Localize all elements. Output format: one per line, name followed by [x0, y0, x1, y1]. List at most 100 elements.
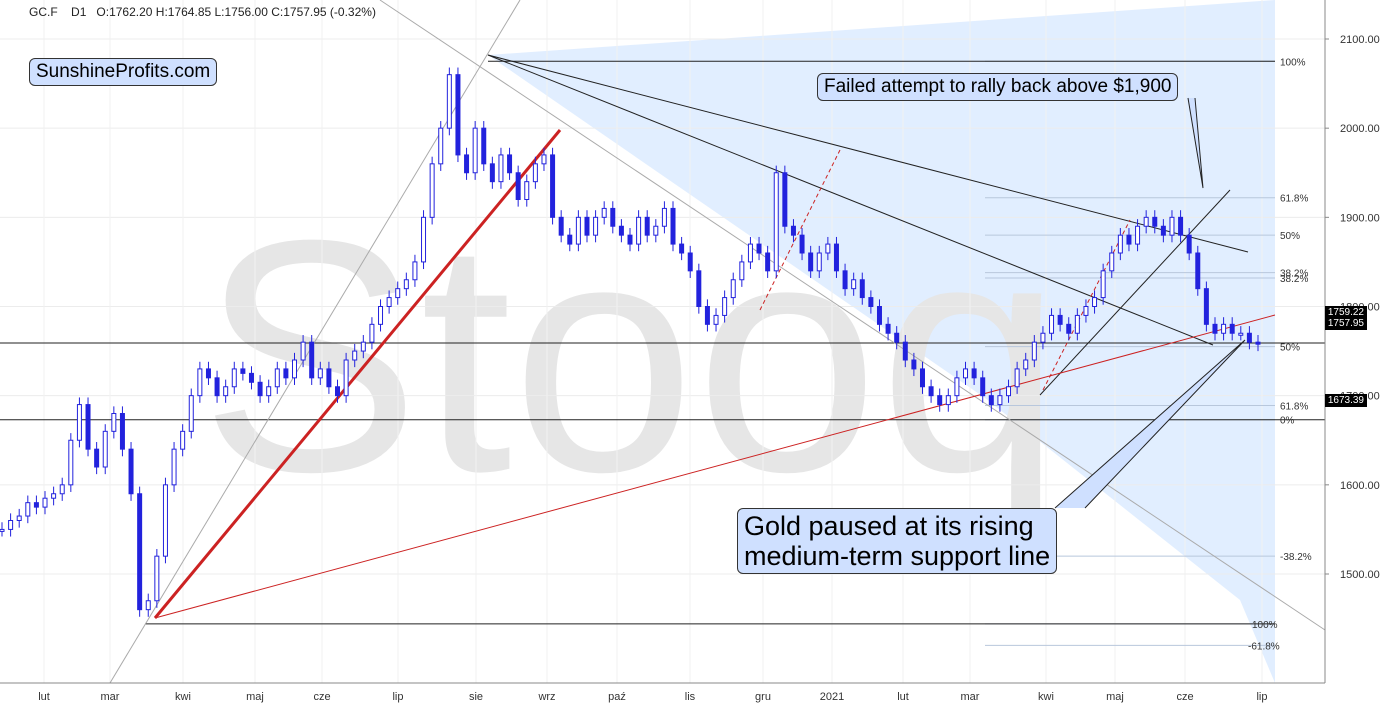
candle-body	[205, 368, 211, 379]
candle-body	[145, 600, 151, 611]
candle-body	[902, 341, 908, 361]
candle-body	[94, 448, 100, 468]
candle-body	[68, 439, 74, 486]
candle-body	[421, 216, 427, 263]
fib-level-label: 100%	[1252, 620, 1278, 631]
candle-body	[808, 252, 814, 272]
candle-body	[51, 493, 57, 499]
candle-body	[954, 377, 960, 397]
candle-body	[825, 243, 831, 254]
candle-body	[575, 216, 581, 245]
dashed-red-line-1	[759, 149, 841, 311]
candle-body	[945, 395, 951, 406]
candle-body	[911, 359, 917, 370]
candle-body	[515, 172, 521, 200]
candle-body	[197, 368, 203, 397]
fib-level-label: 100%	[1280, 57, 1306, 68]
candle-body	[25, 502, 31, 517]
candle-body	[1066, 323, 1072, 334]
candle-body	[274, 368, 280, 388]
x-tick-label: lip	[392, 691, 403, 703]
candle-body	[868, 297, 874, 308]
candle-body	[1135, 225, 1141, 245]
candle-body	[773, 172, 779, 272]
candle-body	[360, 341, 366, 352]
candle-body	[1023, 359, 1029, 370]
candle-body	[696, 270, 702, 308]
candle-body	[1049, 314, 1055, 334]
candle-body	[601, 207, 607, 218]
x-tick-label: cze	[313, 691, 330, 703]
candle-body	[378, 306, 384, 325]
candle-body	[704, 306, 710, 325]
candle-body	[464, 154, 470, 174]
candle-body	[76, 404, 82, 441]
candle-body	[1109, 252, 1115, 272]
candle-body	[997, 395, 1003, 406]
fib-level-label: 50%	[1280, 231, 1300, 242]
candle-body	[223, 386, 229, 397]
candle-body	[1221, 323, 1227, 334]
candle-body	[300, 341, 306, 361]
candle-body	[42, 497, 48, 508]
x-tick-label: lut	[897, 691, 909, 703]
ohlc-header: GC.F D1 O:1762.20 H:1764.85 L:1756.00 C:…	[29, 5, 376, 19]
watermark-text: Stooq	[200, 171, 1062, 542]
descending-gray-line	[379, 0, 1326, 631]
candle-body	[558, 216, 564, 236]
candle-body	[498, 154, 504, 183]
candle-body	[937, 395, 943, 406]
annotation-failed-rally: Failed attempt to rally back above $1,90…	[817, 73, 1179, 101]
candle-body	[343, 359, 349, 397]
candle-body	[248, 372, 254, 383]
candle-body	[593, 216, 599, 236]
x-tick-label: paź	[608, 691, 626, 703]
candle-body	[1057, 314, 1063, 325]
x-tick-label: gru	[755, 691, 771, 703]
candle-body	[1126, 234, 1132, 245]
candle-body	[309, 341, 315, 379]
candle-body	[266, 386, 272, 397]
candle-body	[214, 377, 220, 397]
candle-body	[618, 225, 624, 236]
candle-body	[489, 163, 495, 183]
candle-body	[722, 297, 728, 316]
y-tick-label: 1500.00	[1340, 569, 1380, 581]
x-tick-label: cze	[1176, 691, 1193, 703]
candle-body	[1160, 225, 1166, 236]
candle-body	[119, 413, 125, 450]
candle-body	[988, 395, 994, 406]
x-tick-label: maj	[246, 691, 264, 703]
ohlc-values: O:1762.20 H:1764.85 L:1756.00 C:1757.95 …	[96, 5, 376, 19]
candle-body	[1186, 234, 1192, 254]
candle-body	[180, 430, 186, 450]
candle-body	[636, 216, 642, 245]
candle-body	[928, 386, 934, 397]
candle-body	[782, 172, 788, 227]
candle-body	[747, 243, 753, 263]
candle-body	[429, 163, 435, 218]
candle-body	[885, 323, 891, 334]
annotation-support-line: Gold paused at its rising medium-term su…	[737, 508, 1058, 574]
x-tick-label: lip	[1256, 691, 1267, 703]
x-tick-label: lut	[38, 691, 50, 703]
candle-body	[369, 323, 375, 343]
x-tick-label: kwi	[1038, 691, 1054, 703]
candle-body	[567, 234, 573, 245]
candle-body	[610, 207, 616, 227]
medium-term-support-line	[154, 314, 1276, 619]
candle-body	[85, 404, 91, 450]
candle-body	[1074, 314, 1080, 334]
fib-level-label: 38.2%	[1280, 274, 1308, 285]
candle-body	[653, 225, 659, 236]
candle-body	[1092, 297, 1098, 308]
candle-body	[1083, 306, 1089, 316]
candle-body	[1255, 341, 1261, 345]
interval-label: D1	[71, 5, 87, 19]
candle-body	[481, 127, 487, 165]
candle-body	[532, 163, 538, 183]
candle-body	[842, 270, 848, 290]
candle-body	[790, 225, 796, 236]
